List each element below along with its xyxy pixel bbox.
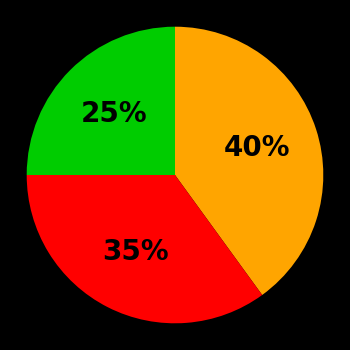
Wedge shape [175,27,323,295]
Wedge shape [27,175,262,323]
Text: 25%: 25% [81,100,147,128]
Wedge shape [27,27,175,175]
Text: 35%: 35% [103,238,169,266]
Text: 40%: 40% [224,134,290,162]
